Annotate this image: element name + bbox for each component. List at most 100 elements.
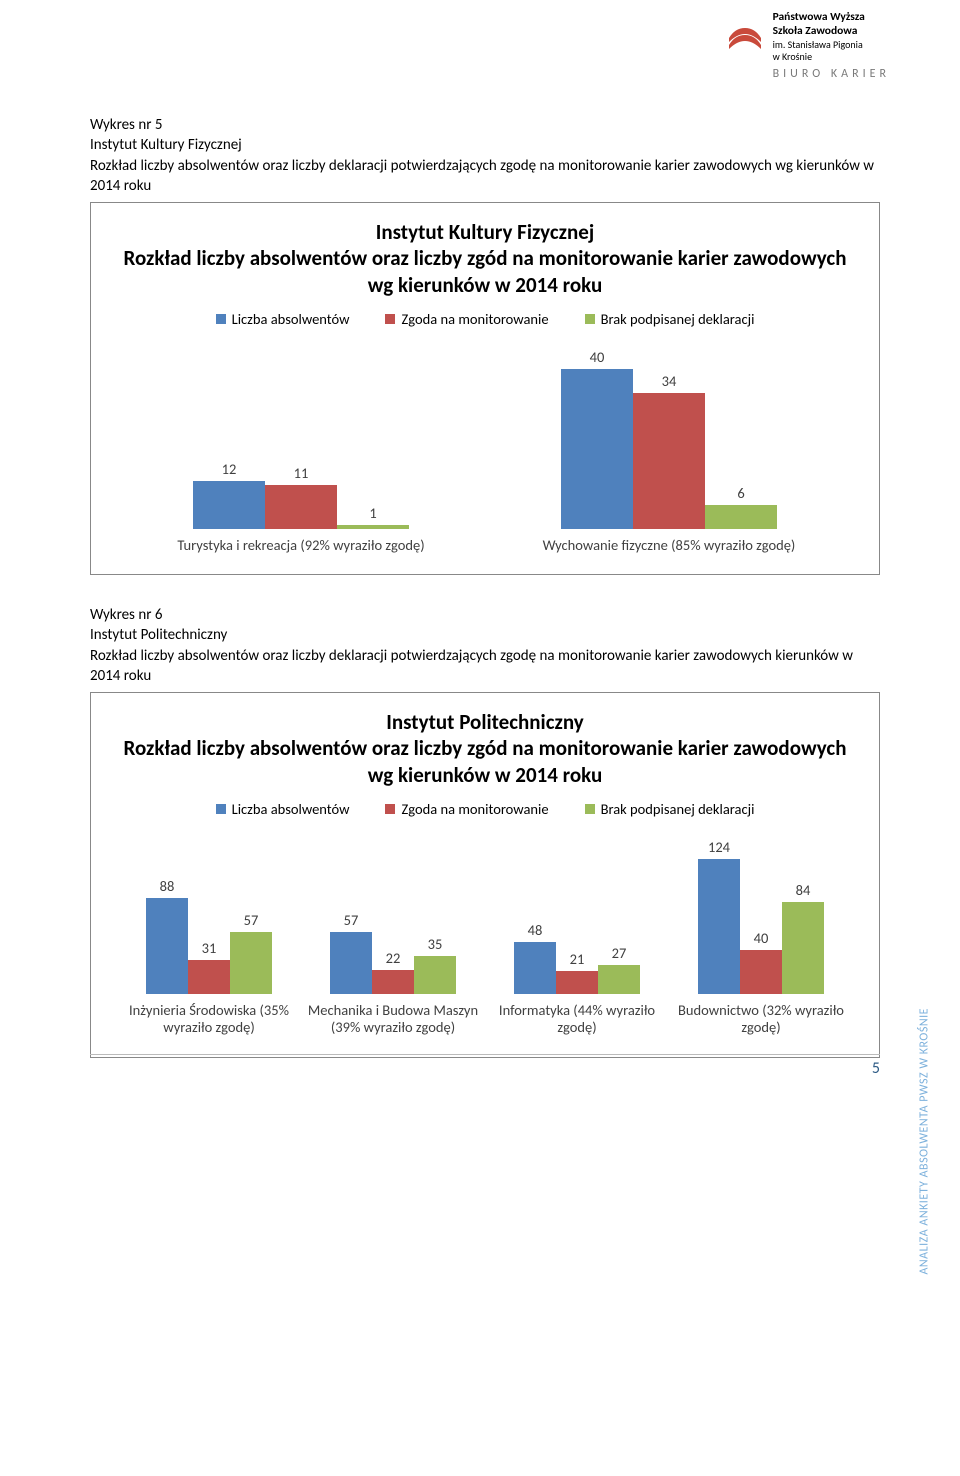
bar [782,902,824,993]
bars-row: 88 31 57 [146,877,272,994]
bars-row: 48 21 27 [514,921,640,994]
chart2-title: Instytut PolitechnicznyRozkład liczby ab… [117,709,853,788]
group-label: Informatyka (44% wyraziło zgodę) [485,1002,669,1037]
bar [188,960,230,994]
bar-value-label: 57 [344,911,359,929]
bar-value-label: 11 [294,464,309,482]
bar [556,971,598,994]
chart1-area: 12111Turystyka i rekreacja (92% wyraziło… [117,348,853,554]
bar [561,369,633,529]
legend-item: Liczba absolwentów [216,800,350,818]
chart2-caption: Wykres nr 6 Instytut Politechniczny Rozk… [90,605,880,686]
biuro-label: BIURO KARIER [773,67,890,82]
caption2-line3: Rozkład liczby absolwentów oraz liczby d… [90,646,880,687]
legend-label: Zgoda na monitorowanie [401,310,548,328]
legend-swatch [385,314,395,324]
caption1-line1: Wykres nr 5 [90,115,880,135]
bar-wrap: 31 [188,939,230,994]
bar-value-label: 57 [244,911,259,929]
bars-row: 572235 [330,911,456,994]
chart1-legend: Liczba absolwentów Zgoda na monitorowanie… [117,310,853,328]
legend-label: Liczba absolwentów [232,310,350,328]
legend-label: Brak podpisanej deklaracji [601,310,755,328]
bars-row: 124 40 84 [698,838,824,994]
legend-item: Brak podpisanej deklaracji [585,800,755,818]
caption1-line2: Instytut Kultury Fizycznej [90,135,880,155]
bar [146,898,188,994]
bar-wrap: 21 [556,950,598,994]
legend-item: Zgoda na monitorowanie [385,310,548,328]
legend-label: Liczba absolwentów [232,800,350,818]
bar-wrap: 6 [705,484,777,529]
bar-wrap: 88 [146,877,188,994]
bar-wrap: 40 [561,348,633,529]
legend-swatch [585,804,595,814]
legend-swatch [216,804,226,814]
bar-value-label: 34 [662,372,677,390]
bar [705,505,777,529]
legend-swatch [585,314,595,324]
caption2-line2: Instytut Politechniczny [90,625,880,645]
group-label: Budownictwo (32% wyraziło zgodę) [669,1002,853,1037]
bar-value-label: 84 [796,881,811,899]
bar-wrap: 124 [698,838,740,994]
bar-value-label: 124 [708,838,730,856]
chart2-area: 88 31 57 Inżynieria Środowiska (35% wyraził… [117,838,853,1037]
chart-group: 572235Mechanika i Budowa Maszyn (39% wyr… [301,911,485,1037]
bar-wrap: 12 [193,460,265,529]
caption1-line3: Rozkład liczby absolwentów oraz liczby d… [90,156,880,197]
bar-wrap: 34 [633,372,705,529]
chart-group: 12111Turystyka i rekreacja (92% wyraziło… [117,460,485,554]
bar [740,950,782,994]
bar-wrap: 11 [265,464,337,529]
bar [330,932,372,994]
school-logo-icon [725,10,765,52]
legend-swatch [216,314,226,324]
legend-swatch [385,804,395,814]
group-label: Wychowanie fizyczne (85% wyraziło zgodę) [543,537,796,554]
bar [514,942,556,994]
bar-value-label: 1 [369,504,376,522]
group-label: Mechanika i Budowa Maszyn (39% wyraziło … [301,1002,485,1037]
legend-item: Zgoda na monitorowanie [385,800,548,818]
bar-value-label: 6 [737,484,744,502]
bar [337,525,409,529]
bar [265,485,337,529]
bar-wrap: 57 [230,911,272,994]
chart2-legend: Liczba absolwentów Zgoda na monitorowanie… [117,800,853,818]
chart-group: 48 21 27 Informatyka (44% wyraziło zgodę) [485,921,669,1037]
group-label: Inżynieria Środowiska (35% wyraziło zgod… [117,1002,301,1037]
bar-wrap: 1 [337,504,409,529]
bar-wrap: 22 [372,949,414,994]
legend-item: Liczba absolwentów [216,310,350,328]
logo-line2: Szkoła Zawodowa [773,24,890,38]
chart1-box: Instytut Kultury FizycznejRozkład liczby… [90,202,880,575]
logo-line4: w Krośnie [773,51,890,64]
logo-text: Państwowa Wyższa Szkoła Zawodowa im. Sta… [773,10,890,82]
legend-label: Brak podpisanej deklaracji [601,800,755,818]
bar-wrap: 40 [740,929,782,994]
bar [193,481,265,529]
chart1-title: Instytut Kultury FizycznejRozkład liczby… [117,219,853,298]
bar [414,956,456,994]
chart1-caption: Wykres nr 5 Instytut Kultury Fizycznej R… [90,115,880,196]
bars-row: 40 34 6 [561,348,777,529]
chart2-box: Instytut PolitechnicznyRozkład liczby ab… [90,692,880,1058]
bars-row: 12111 [193,460,409,529]
bar-value-label: 21 [570,950,585,968]
bar [698,859,740,994]
bar [372,970,414,994]
bar-value-label: 88 [160,877,175,895]
chart-group: 40 34 6 Wychowanie fizyczne (85% wyraziło z… [485,348,853,554]
bar-wrap: 27 [598,944,640,994]
bar-wrap: 84 [782,881,824,993]
chart-group: 88 31 57 Inżynieria Środowiska (35% wyraził… [117,877,301,1037]
bar-value-label: 22 [386,949,401,967]
bar-value-label: 27 [612,944,627,962]
bar-value-label: 31 [202,939,217,957]
legend-item: Brak podpisanej deklaracji [585,310,755,328]
bar-value-label: 12 [222,460,237,478]
page-number: 5 [872,1059,880,1078]
bar-wrap: 48 [514,921,556,994]
caption2-line1: Wykres nr 6 [90,605,880,625]
